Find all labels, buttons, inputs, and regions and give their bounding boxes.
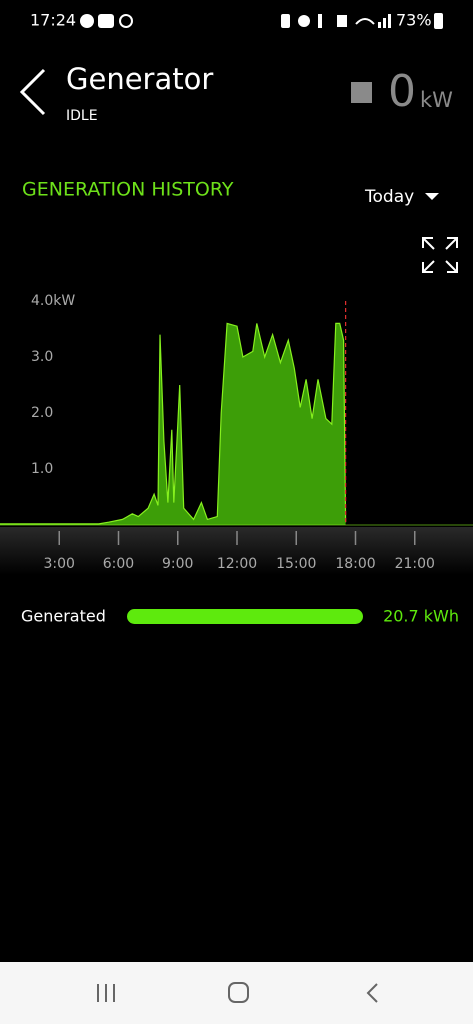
clock: 17:24 [30, 11, 76, 30]
chart: 1.0 2.0 3.0 4.0kW 3:00 6:00 9:00 12:00 15:00 18:0… [0, 293, 473, 572]
status-icon [80, 14, 94, 28]
battery-level: 73% [396, 11, 432, 30]
summary-label: Generated [21, 607, 106, 626]
recents-button[interactable] [97, 984, 115, 1002]
period-selector[interactable]: Today [364, 187, 414, 207]
x-tick-label: 21:00 [395, 556, 435, 572]
x-tick-label: 3:00 [44, 556, 75, 572]
x-tick-label: 12:00 [217, 556, 257, 572]
nav-bar [0, 962, 473, 1024]
status-icon [119, 14, 133, 28]
y-tick-label: 4.0kW [31, 293, 75, 309]
y-tick-label: 1.0 [31, 461, 53, 477]
status-icons [281, 13, 443, 29]
x-tick-label: 6:00 [103, 556, 134, 572]
x-tick-label: 18:00 [335, 556, 375, 572]
y-tick-label: 2.0 [31, 405, 53, 421]
summary-value: 20.7 kWh [383, 607, 459, 626]
status-icon [98, 14, 114, 28]
x-tick-label: 9:00 [162, 556, 193, 572]
dropdown-arrow[interactable] [425, 193, 439, 200]
power-unit: kW [420, 88, 453, 112]
status-label: IDLE [66, 108, 98, 124]
line [0, 322, 347, 525]
expand-button[interactable] [422, 237, 458, 273]
generated-bar [127, 609, 363, 624]
section-title: GENERATION HISTORY [22, 179, 234, 201]
back-nav-button[interactable] [366, 983, 378, 1003]
home-button[interactable] [228, 982, 249, 1003]
y-tick-label: 3.0 [31, 349, 53, 365]
back-button[interactable] [19, 68, 46, 116]
page-title: Generator [66, 62, 213, 96]
state-indicator [351, 82, 372, 103]
x-tick-label: 15:00 [276, 556, 316, 572]
area [0, 323, 346, 525]
power-value: 0 [388, 66, 416, 117]
status-bar [0, 0, 473, 36]
